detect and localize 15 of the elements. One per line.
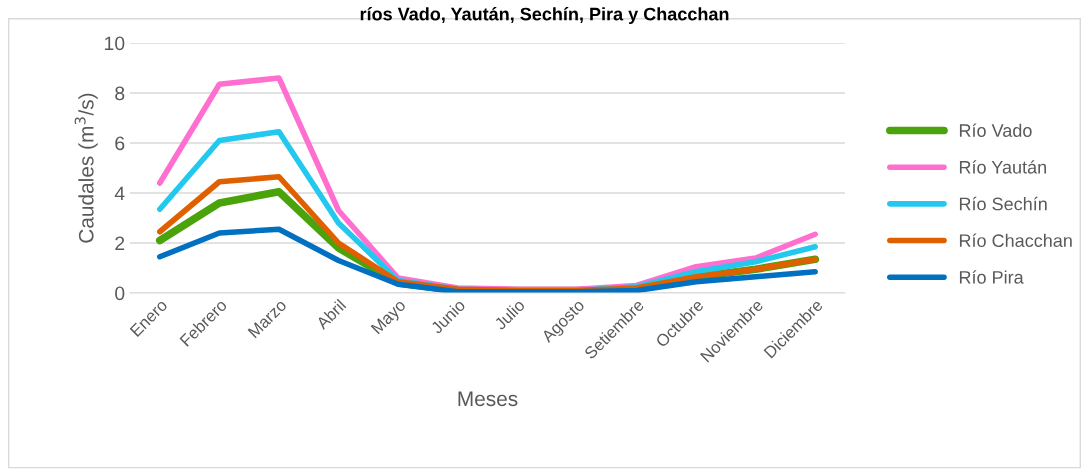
legend-label: Río Chacchan — [959, 233, 1072, 248]
legend-label: Río Pira — [959, 270, 1024, 284]
legend-label: Río Yaután — [959, 160, 1046, 174]
legend-label: Río Vado — [959, 123, 1032, 137]
y-tick-label: 6 — [115, 136, 125, 151]
x-tick-label: Julio — [493, 298, 526, 331]
y-tick-label: 0 — [115, 286, 125, 301]
chart-title: ríos Vado, Yaután, Sechín, Pira y Chacchan — [360, 7, 729, 25]
y-axis-title: Caudales (m$^{3}$/s) — [74, 93, 98, 243]
legend-label: Río Sechín — [959, 196, 1047, 211]
x-axis-title: Meses — [458, 391, 518, 407]
y-tick-label: 2 — [115, 236, 125, 251]
y-tick-label: 8 — [115, 86, 125, 101]
y-tick-label: 4 — [114, 186, 125, 201]
y-tick-label: 10 — [105, 36, 125, 51]
